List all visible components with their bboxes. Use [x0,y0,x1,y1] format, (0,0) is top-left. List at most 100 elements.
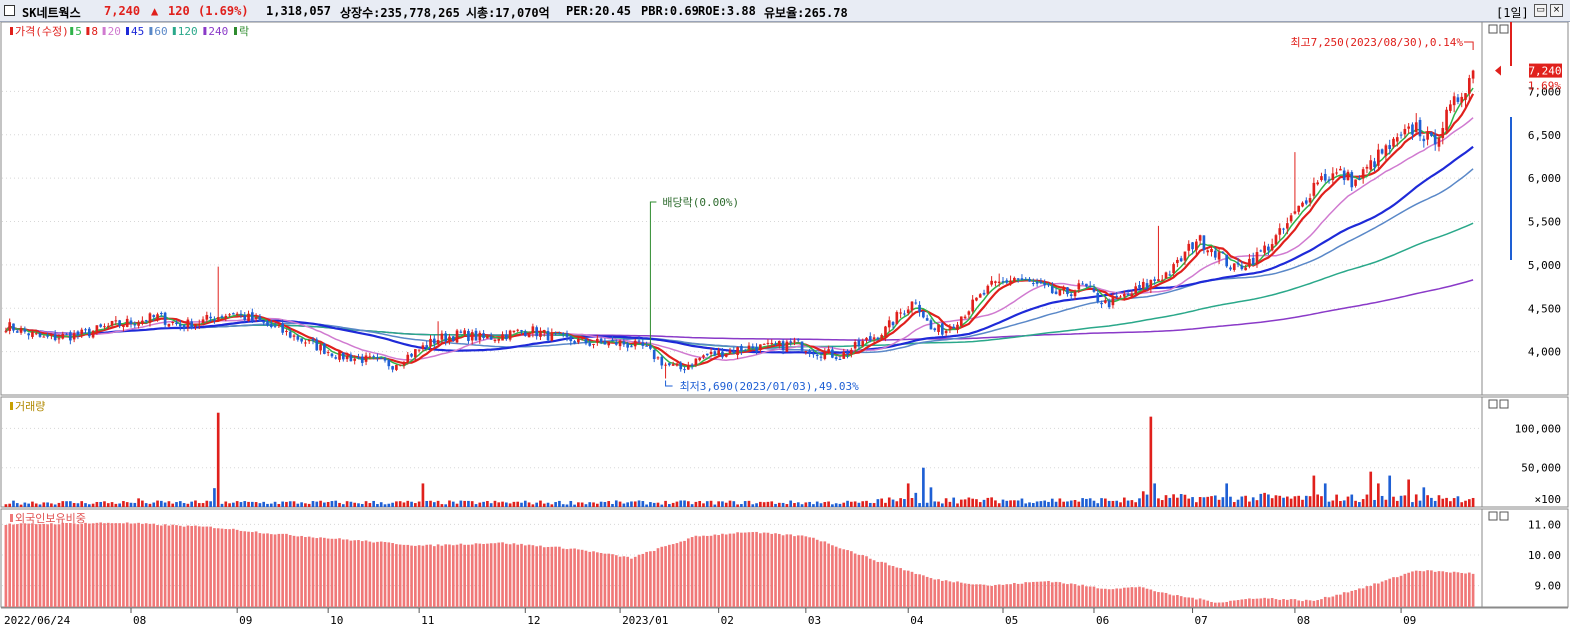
ownership-bar [53,524,57,607]
ownership-bar [971,584,974,607]
volume-bar [1179,494,1183,507]
ownership-tick-label: 11.00 [1528,518,1561,531]
ownership-bar [1282,599,1285,607]
candle-body [307,339,311,342]
legend-item: 20 [108,25,121,38]
candle-body [38,332,42,337]
ownership-bar [129,523,133,607]
ownership-bar [148,523,152,607]
volume-bar [197,503,201,507]
ownership-bar [884,562,887,607]
volume-bar [398,501,402,507]
period-button[interactable]: [1일] [1496,6,1529,20]
ownership-bar [1441,571,1445,607]
candle-body [899,312,902,314]
candle-body [163,312,167,325]
volume-bar [417,501,421,507]
volume-bar [209,501,212,507]
ownership-bar [520,543,523,607]
volume-bar [1471,497,1475,507]
ownership-bar [1270,598,1274,607]
volume-bar [690,504,694,507]
volume-bar [990,497,993,507]
volume-bar [76,503,80,507]
price-tick-label: 5,000 [1528,259,1561,272]
candle-body [592,343,595,345]
ownership-bar [1172,595,1175,607]
candle-body [15,331,19,333]
volume-bar [288,501,292,507]
volume-bar [759,501,762,507]
volume-bar [383,504,387,507]
ownership-bar [1126,587,1130,607]
candle-body [341,352,345,360]
candle-body [300,338,303,342]
ownership-bar [709,535,713,607]
candle-body [1050,286,1054,294]
candle-body [1274,235,1278,245]
ownership-bar [956,581,959,607]
volume-bar [918,503,921,507]
ownership-bar [254,531,258,607]
candle-body [1176,259,1179,264]
volume-bar [542,503,546,507]
candle-body [728,350,732,354]
candle-body [1035,281,1039,284]
ownership-bar [478,543,482,607]
volume-bar [686,501,690,507]
candle-body [743,350,747,352]
volume-bar [194,500,197,507]
candle-body [660,356,664,366]
volume-bar [103,501,106,507]
ownership-bar [1304,599,1308,607]
ownership-bar [1096,588,1100,607]
ownership-bar [106,522,110,607]
restore-icon[interactable]: ▭ [1534,4,1547,17]
volume-bar [470,501,474,507]
volume-bar [478,502,482,507]
volume-bar [762,502,766,507]
ownership-bar [156,525,159,607]
ownership-bar [4,524,8,607]
candle-body [527,334,531,338]
ownership-bar [402,544,406,607]
candle-body [353,358,357,361]
volume-bar [178,501,182,507]
ownership-bar [398,544,402,607]
volume-bar [1126,500,1130,507]
volume-bar [1339,501,1342,507]
ownership-bar [1138,586,1141,607]
x-tick-label: 2022/06/24 [4,614,71,627]
ownership-bar [42,523,46,607]
volume-legend-marker [10,402,13,410]
candle-body [497,338,501,341]
volume-bar [50,503,53,507]
ownership-bar [1433,571,1437,607]
ownership-bar [721,533,724,607]
candle-body [194,324,197,327]
ownership-bar [368,541,372,607]
ownership-bar [1031,581,1035,607]
candle-body [531,326,535,333]
volume-bar [535,502,538,507]
volume-bar [1130,500,1134,507]
volume-bar [319,500,322,507]
candle-body [129,320,133,324]
volume-bar [1115,500,1119,507]
candle-body [444,333,448,342]
ownership-bar [319,537,322,607]
ownership-bar [505,543,508,607]
candle-body [459,331,463,333]
ownership-bar [1456,572,1460,607]
legend-item: 5 [75,25,82,38]
ownership-bar [1107,589,1111,607]
checkbox-icon[interactable] [4,5,15,16]
close-icon[interactable]: × [1550,4,1563,17]
volume-bar [1195,502,1198,507]
ownership-bar [618,556,622,607]
candle-body [364,355,368,362]
ownership-tick-label: 10.00 [1528,549,1561,562]
volume-bar [649,502,652,507]
ownership-bar [95,522,99,607]
candle-body [27,333,30,336]
